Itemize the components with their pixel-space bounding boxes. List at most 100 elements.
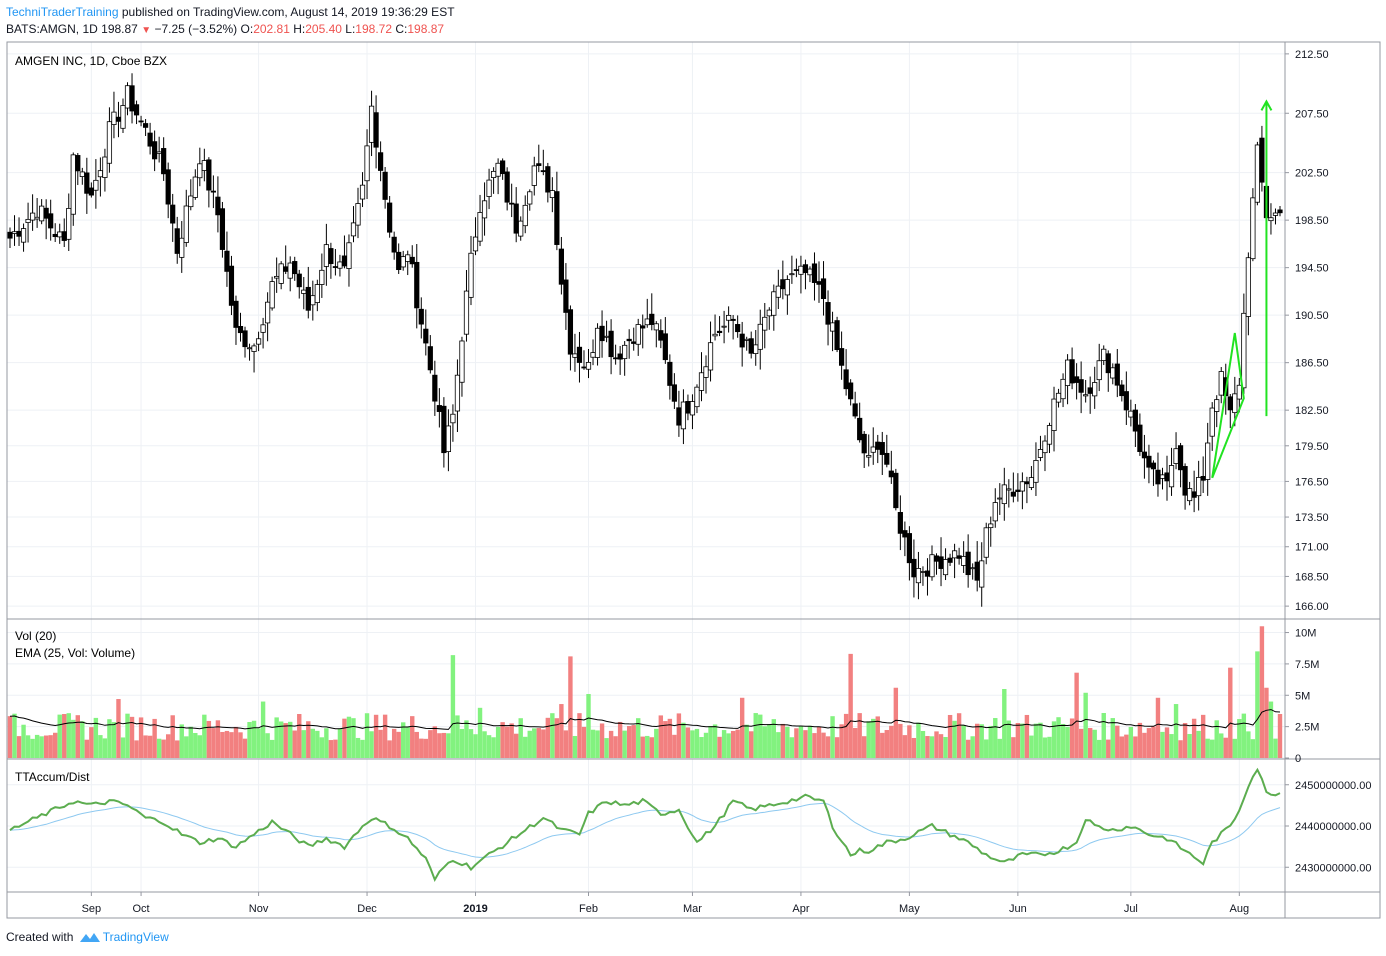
volume-bar bbox=[889, 725, 894, 758]
candle-body bbox=[346, 242, 352, 269]
candle-body bbox=[581, 366, 587, 369]
volume-bar bbox=[902, 735, 908, 758]
candle-body bbox=[260, 324, 266, 333]
volume-bar bbox=[843, 713, 849, 758]
volume-bar bbox=[1051, 721, 1057, 758]
volume-bar bbox=[776, 732, 781, 758]
candle-body bbox=[775, 285, 781, 298]
volume-tick-label: 5M bbox=[1295, 690, 1310, 702]
candle-body bbox=[567, 309, 574, 355]
indicator-signal-line bbox=[9, 802, 1281, 858]
volume-bar bbox=[794, 728, 799, 758]
candle-body bbox=[39, 205, 45, 222]
candle-body bbox=[653, 323, 659, 331]
candle-body bbox=[816, 281, 822, 285]
candle-body bbox=[1146, 455, 1152, 468]
tradingview-brand-link[interactable]: TradingView bbox=[102, 930, 169, 944]
candle-body bbox=[228, 265, 235, 306]
volume-bar bbox=[319, 737, 325, 758]
volume-tick-label: 10M bbox=[1295, 628, 1316, 640]
candle-body bbox=[762, 316, 768, 331]
candle-body bbox=[820, 278, 827, 300]
candle-body bbox=[287, 262, 293, 279]
candle-body bbox=[296, 273, 302, 288]
candle-body bbox=[1272, 212, 1279, 216]
volume-bar bbox=[1002, 689, 1007, 758]
volume-bar bbox=[342, 718, 347, 758]
volume-bar bbox=[306, 721, 311, 758]
date-tick-label: Dec bbox=[357, 903, 377, 915]
candle-body bbox=[1209, 407, 1215, 437]
candle-body bbox=[1010, 491, 1016, 497]
volume-bar bbox=[34, 734, 40, 758]
volume-bar bbox=[518, 718, 523, 758]
candle-body bbox=[1236, 384, 1242, 400]
volume-bar bbox=[681, 722, 686, 758]
volume-bar bbox=[572, 735, 578, 758]
candle-body bbox=[825, 302, 831, 325]
volume-bar bbox=[48, 735, 53, 758]
price-series bbox=[7, 73, 1283, 607]
volume-bar bbox=[988, 725, 993, 758]
candle-body bbox=[531, 165, 537, 186]
candle-body bbox=[504, 171, 510, 203]
volume-bar bbox=[25, 735, 31, 758]
candle-body bbox=[1250, 197, 1256, 260]
candle-body bbox=[373, 112, 379, 148]
candle-body bbox=[1227, 396, 1233, 411]
candle-body bbox=[766, 309, 772, 317]
volume-bar bbox=[184, 736, 189, 758]
date-tick-label: Apr bbox=[792, 903, 809, 915]
candle-body bbox=[106, 121, 113, 164]
volume-bar bbox=[1277, 713, 1283, 758]
candle-body bbox=[124, 85, 131, 109]
candle-body bbox=[1046, 425, 1053, 445]
volume-bar bbox=[1219, 733, 1224, 758]
volume-bar bbox=[1038, 722, 1043, 758]
volume-tick-label: 2.5M bbox=[1295, 722, 1319, 734]
candle-body bbox=[1196, 477, 1202, 497]
candle-body bbox=[549, 190, 555, 198]
candle-body bbox=[676, 407, 682, 426]
volume-pane-title: Vol (20) bbox=[15, 629, 56, 643]
candle-body bbox=[328, 248, 334, 265]
volume-bar bbox=[839, 724, 844, 758]
candle-body bbox=[942, 559, 949, 576]
author-link[interactable]: TechniTraderTraining bbox=[6, 5, 119, 19]
candle-body bbox=[1150, 462, 1157, 470]
volume-bar bbox=[929, 736, 935, 758]
volume-bar bbox=[292, 730, 297, 758]
volume-bar bbox=[798, 726, 804, 758]
volume-bar bbox=[432, 726, 438, 758]
volume-bar bbox=[193, 732, 198, 758]
volume-bar bbox=[703, 732, 709, 758]
candle-body bbox=[495, 162, 501, 177]
volume-bar bbox=[640, 736, 645, 758]
volume-bar bbox=[1006, 720, 1012, 758]
volume-bar bbox=[247, 721, 252, 758]
volume-bar bbox=[165, 734, 171, 758]
candle-body bbox=[599, 325, 605, 342]
volume-bar bbox=[211, 728, 216, 758]
candle-body bbox=[924, 570, 931, 577]
candle-body bbox=[721, 325, 727, 328]
candle-body bbox=[382, 171, 388, 200]
date-tick-label: Jul bbox=[1124, 903, 1138, 915]
candle-body bbox=[649, 313, 655, 325]
candle-body bbox=[613, 357, 619, 360]
volume-bar bbox=[767, 724, 772, 758]
volume-bar bbox=[1250, 739, 1256, 758]
candle-body bbox=[834, 320, 840, 351]
candle-body bbox=[468, 252, 474, 298]
candle-body bbox=[414, 261, 420, 309]
volume-bar bbox=[550, 713, 555, 758]
candle-body bbox=[16, 230, 22, 237]
volume-bar bbox=[1029, 735, 1034, 758]
volume-bar bbox=[260, 701, 266, 758]
volume-bar bbox=[52, 732, 58, 758]
volume-bar bbox=[658, 715, 664, 758]
candle-body bbox=[34, 216, 40, 220]
date-tick-label: Sep bbox=[82, 903, 102, 915]
volume-bar bbox=[1264, 687, 1269, 758]
